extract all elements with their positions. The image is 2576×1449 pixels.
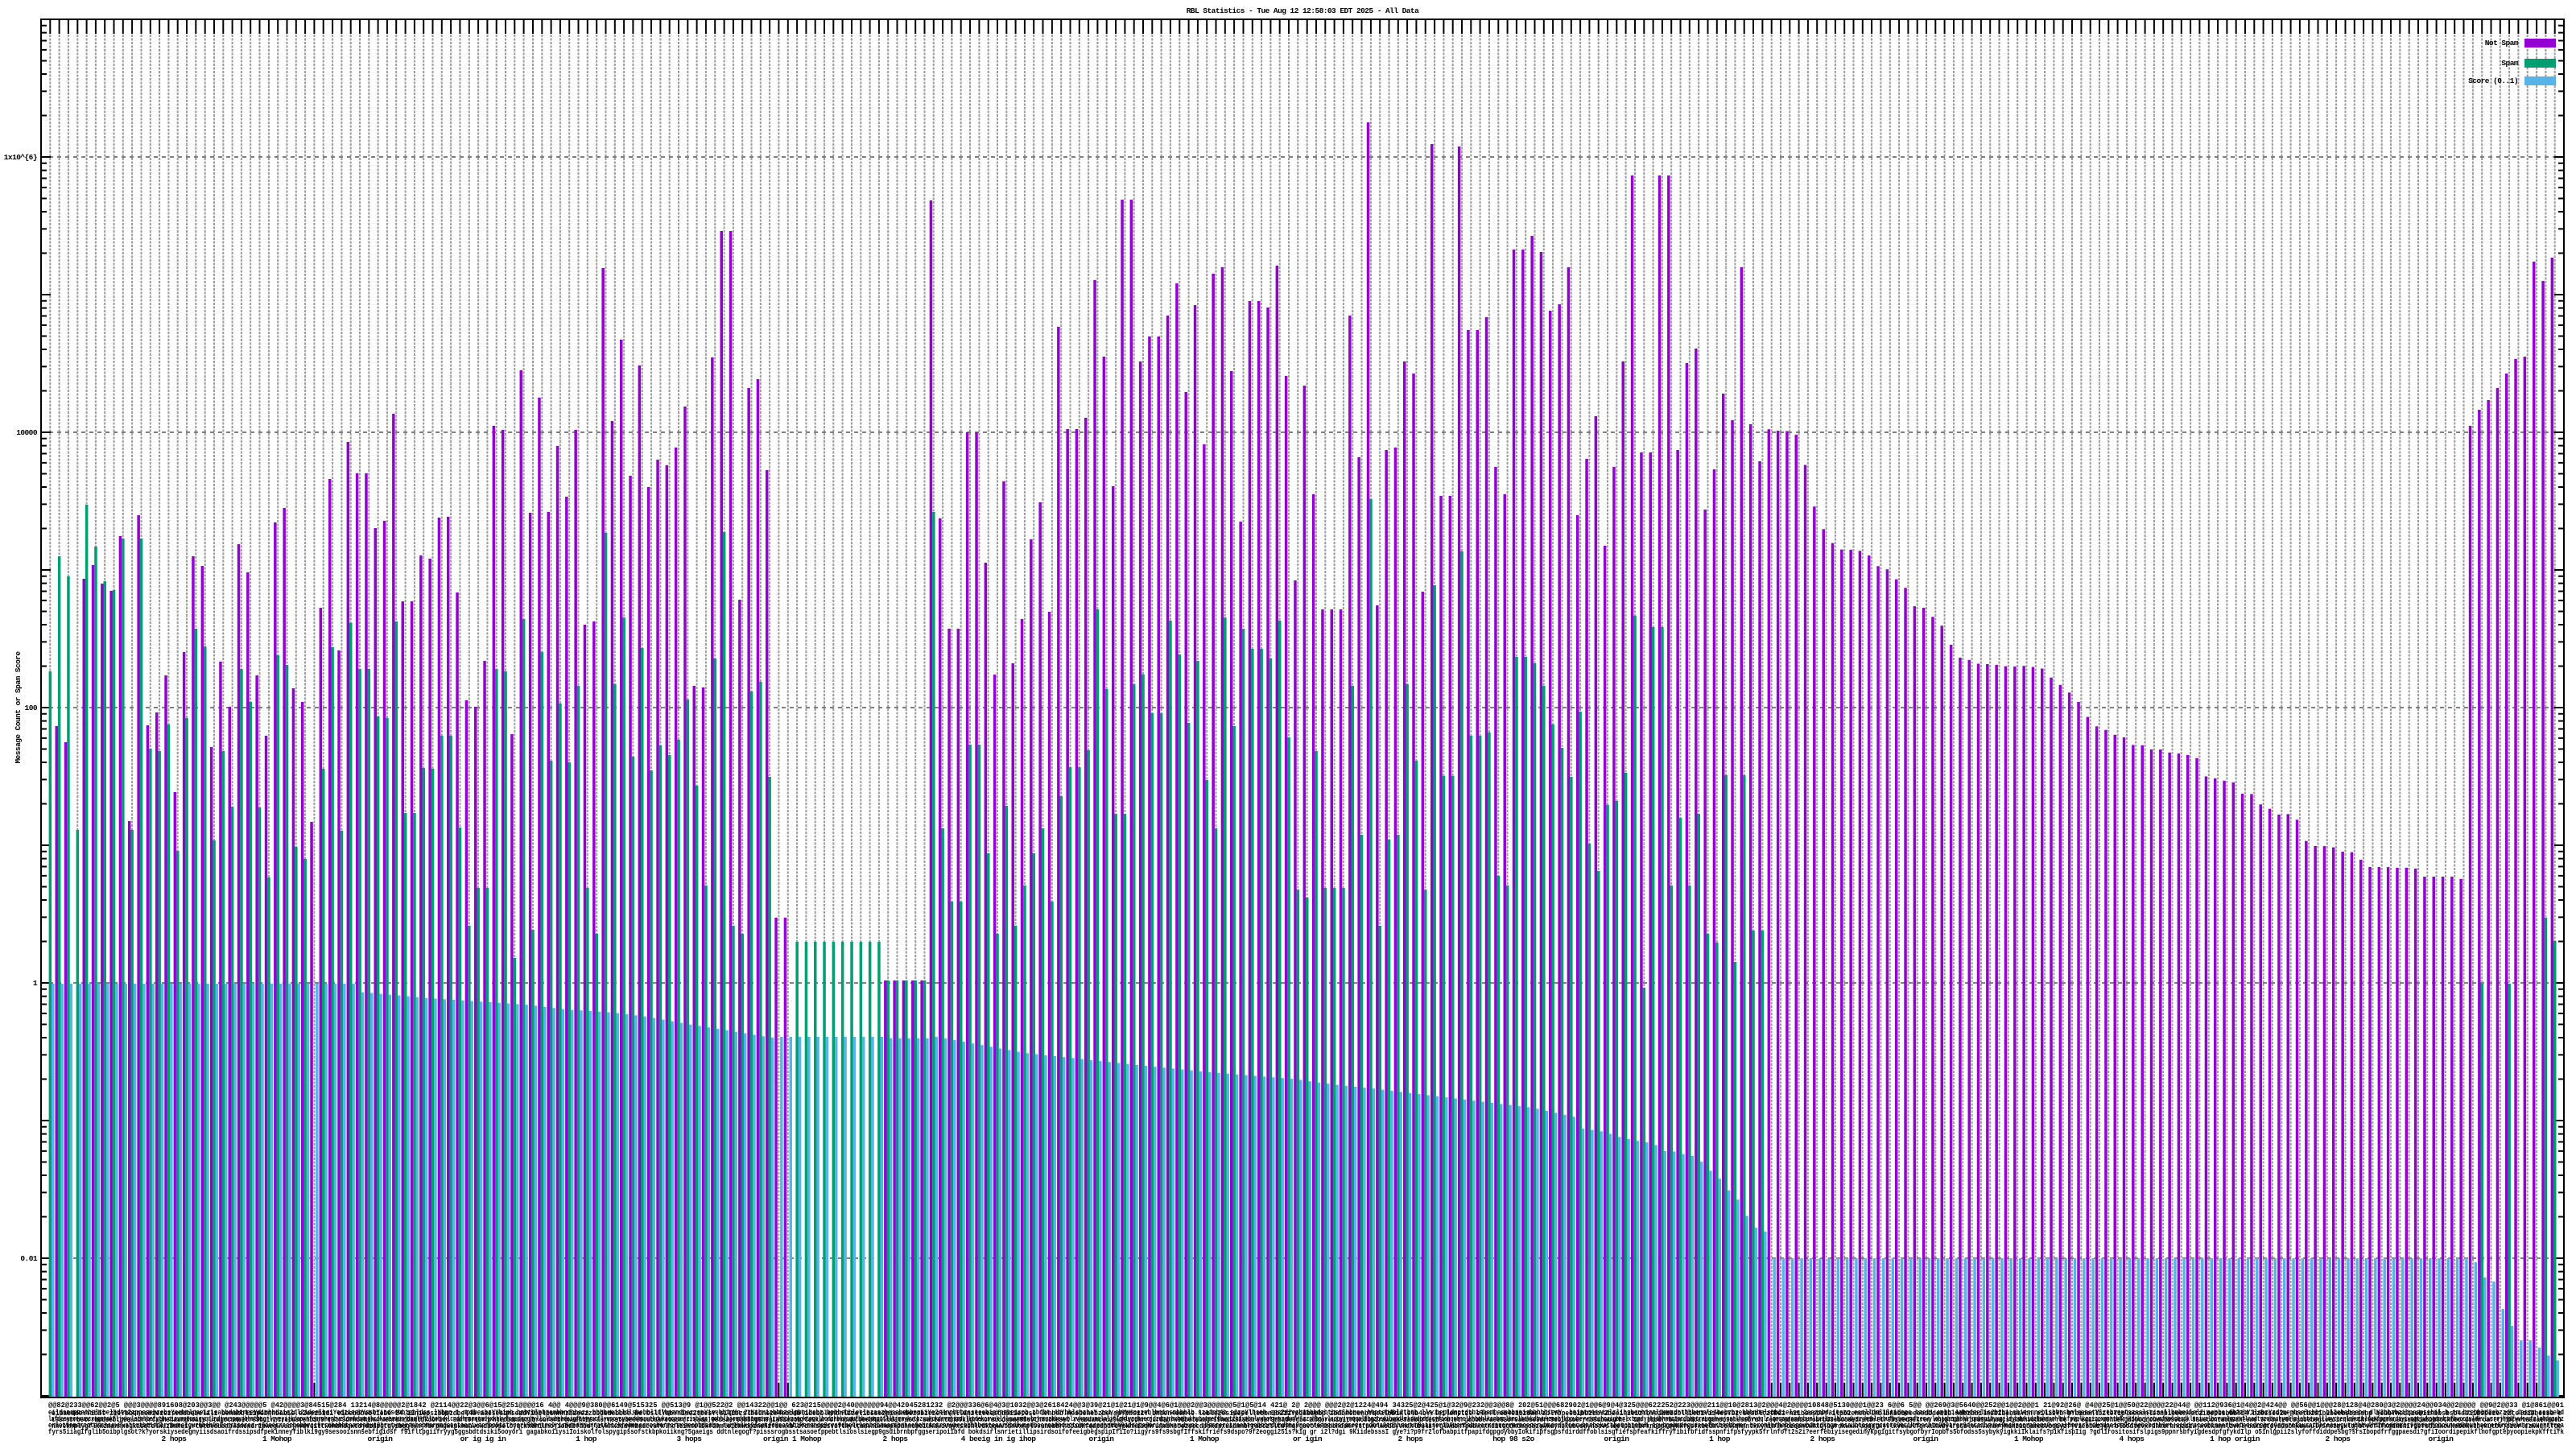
svg-text:2 hops: 2 hops <box>1810 1435 1836 1443</box>
svg-text:1x10^{6}: 1x10^{6} <box>4 153 37 162</box>
svg-text:Not Spam: Not Spam <box>2485 39 2519 47</box>
svg-text:10000: 10000 <box>16 428 38 437</box>
svg-text:origin: origin <box>2429 1435 2454 1443</box>
svg-text:RBL Statistics - Tue Aug 12 12: RBL Statistics - Tue Aug 12 12:58:03 EDT… <box>1187 6 1419 15</box>
svg-text:2 hops: 2 hops <box>162 1435 188 1443</box>
svg-text:1 Mohop: 1 Mohop <box>2014 1435 2044 1443</box>
svg-text:Message Count or Spam Score: Message Count or Spam Score <box>14 651 23 764</box>
svg-text:origin: origin <box>1604 1435 1630 1443</box>
svg-text:0.01: 0.01 <box>20 1254 37 1263</box>
svg-text:nhvekhplygflkkzmahhxegxasqfdlw: nhvekhplygflkkzmahhxegxasqfdlwuzbmhuiyrt… <box>52 1422 2562 1430</box>
svg-text:t9srscrbetrrhudeebtgseandrorca: t9srscrbetrrhudeebtgseandrorcaghehaargho… <box>52 1416 2562 1424</box>
svg-text:4 hops: 4 hops <box>2120 1435 2145 1443</box>
svg-text:fyrs5iiagIfglib5oibplgsot?k?yo: fyrs5iiagIfglib5oibplgsot?k?yorskiysedeg… <box>48 1428 2564 1436</box>
svg-text:or igin: or igin <box>1293 1435 1323 1443</box>
svg-text:eildsnspzeibeltbelbdts2zppeseb: eildsnspzeibeltbelbdts2zppesebzebsYeebnl… <box>48 1409 2564 1417</box>
svg-text:origin: origin <box>368 1435 394 1443</box>
svg-text:1: 1 <box>33 979 38 988</box>
svg-text:1 hop origin: 1 hop origin <box>2210 1435 2260 1443</box>
svg-text:1 Mohop: 1 Mohop <box>262 1435 292 1443</box>
svg-text:1 Mohop: 1 Mohop <box>1190 1435 1220 1443</box>
svg-text:origin 1 Mohop: origin 1 Mohop <box>763 1435 822 1443</box>
svg-text:or ig ig in: or ig ig in <box>460 1435 507 1443</box>
svg-text:4 beeig in ig ihop: 4 beeig in ig ihop <box>961 1435 1037 1443</box>
svg-text:origin: origin <box>1913 1435 1939 1443</box>
svg-text:Spam: Spam <box>2501 59 2518 68</box>
svg-text:2 hops: 2 hops <box>883 1435 909 1443</box>
svg-text:er9et9enernotesshaewuwattrtbti: er9et9enernotesshaewuwattrtbtiederrbueec… <box>48 1422 2564 1430</box>
svg-text:2 hops: 2 hops <box>2326 1435 2351 1443</box>
svg-text:100: 100 <box>25 704 38 712</box>
svg-text:3 hops: 3 hops <box>677 1435 703 1443</box>
svg-text:1 hop: 1 hop <box>1709 1435 1731 1443</box>
svg-text:@@82@233@@62@@2@5 @@@3@@@@8916: @@82@233@@62@@2@5 @@@3@@@@891608@203@@3@… <box>48 1402 2565 1410</box>
svg-text:Score (0..1): Score (0..1) <box>2468 76 2518 85</box>
svg-text:2 hops: 2 hops <box>1398 1435 1424 1443</box>
svg-text:hop 98 s2o: hop 98 s2o <box>1492 1435 1534 1443</box>
svg-text:origin: origin <box>1089 1435 1115 1443</box>
svg-text:1 hop: 1 hop <box>576 1435 597 1443</box>
svg-text:e1baeddeYYibbt zieYbbensebzeze: e1baeddeYYibbt zieYbbensebzezezseddbebel… <box>52 1410 2562 1418</box>
svg-text:lafdesvmcexuacxqgmnokfljxkylst: lafdesvmcexuacxqgmnokfljxkylstchbefytbvc… <box>48 1415 2564 1423</box>
